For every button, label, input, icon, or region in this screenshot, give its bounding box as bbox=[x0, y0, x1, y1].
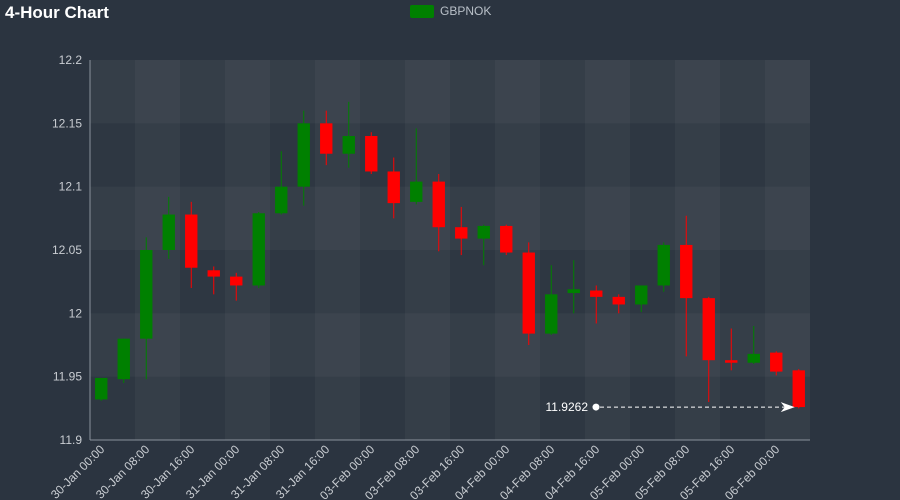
candle bbox=[252, 212, 265, 288]
y-tick-label: 12.15 bbox=[52, 116, 82, 130]
candle-body bbox=[230, 276, 243, 286]
candle-body bbox=[95, 377, 108, 400]
candle bbox=[117, 338, 130, 383]
candle-body bbox=[387, 171, 400, 204]
candle-body bbox=[365, 136, 378, 172]
legend[interactable]: GBPNOK bbox=[410, 4, 491, 18]
candle-body bbox=[297, 123, 310, 187]
last-value-label: 11.9262 bbox=[546, 400, 589, 414]
candle bbox=[657, 242, 670, 292]
candle bbox=[522, 242, 535, 345]
candle-body bbox=[522, 252, 535, 334]
candle bbox=[477, 224, 490, 266]
legend-swatch bbox=[410, 4, 434, 18]
candle-body bbox=[792, 370, 805, 408]
y-tick-label: 11.9 bbox=[60, 433, 83, 447]
x-band bbox=[405, 60, 450, 440]
candle-body bbox=[590, 290, 603, 297]
legend-label: GBPNOK bbox=[440, 4, 492, 18]
y-tick-label: 12 bbox=[69, 306, 83, 320]
axes bbox=[89, 60, 810, 441]
candle-body bbox=[657, 244, 670, 286]
candle-body bbox=[500, 225, 513, 253]
candle-body bbox=[185, 214, 198, 268]
candle bbox=[612, 294, 625, 314]
candle-body bbox=[635, 285, 648, 305]
candle bbox=[680, 215, 693, 357]
candle-body bbox=[725, 360, 738, 363]
candle bbox=[702, 296, 715, 402]
candle-body bbox=[140, 250, 153, 339]
last-value-marker: 11.9262 bbox=[546, 400, 795, 414]
candle bbox=[230, 272, 243, 301]
candles bbox=[95, 101, 805, 409]
last-value-dot bbox=[592, 403, 600, 411]
candle-body bbox=[275, 186, 288, 214]
candle-body bbox=[342, 136, 355, 154]
candle bbox=[500, 224, 513, 256]
candle-body bbox=[612, 296, 625, 305]
candle bbox=[207, 266, 220, 295]
candle bbox=[747, 326, 760, 364]
candle bbox=[365, 132, 378, 174]
candle-body bbox=[207, 270, 220, 277]
candle-body bbox=[320, 123, 333, 154]
candle-body bbox=[545, 294, 558, 334]
candle bbox=[455, 206, 468, 256]
candle bbox=[432, 174, 445, 252]
candle bbox=[320, 110, 333, 166]
candle-body bbox=[432, 181, 445, 228]
candle bbox=[545, 265, 558, 335]
plot-bands bbox=[90, 60, 810, 440]
candle-body bbox=[702, 298, 715, 361]
candle-body bbox=[162, 214, 175, 250]
candle bbox=[770, 351, 783, 376]
candle bbox=[792, 369, 805, 409]
candle-body bbox=[117, 338, 130, 380]
candle bbox=[275, 151, 288, 215]
candle bbox=[635, 285, 648, 313]
candle-body bbox=[252, 213, 265, 286]
y-tick-label: 12.1 bbox=[59, 180, 83, 194]
candle-body bbox=[455, 227, 468, 239]
x-band bbox=[315, 60, 360, 440]
y-tick-label: 11.95 bbox=[53, 370, 82, 384]
candle bbox=[140, 237, 153, 380]
candle bbox=[410, 128, 423, 205]
candle-body bbox=[770, 352, 783, 372]
y-tick-label: 12.2 bbox=[59, 53, 83, 67]
y-tick-label: 12.05 bbox=[52, 243, 82, 257]
candle bbox=[567, 260, 580, 314]
candle bbox=[725, 328, 738, 371]
candle bbox=[297, 110, 310, 206]
candle bbox=[342, 101, 355, 168]
candle-body bbox=[567, 289, 580, 294]
candle bbox=[387, 157, 400, 219]
candle bbox=[185, 201, 198, 288]
x-band bbox=[585, 60, 630, 440]
candle-body bbox=[747, 353, 760, 363]
candle-body bbox=[477, 225, 490, 239]
candle bbox=[95, 377, 108, 401]
y-axis-ticks: 11.9 11.95 12 12.05 12.1 12.15 12.2 bbox=[52, 53, 82, 447]
candle bbox=[590, 285, 603, 324]
candle-body bbox=[680, 244, 693, 299]
candle bbox=[162, 196, 175, 259]
chart-title: 4-Hour Chart bbox=[5, 3, 109, 22]
last-value-arrow bbox=[780, 402, 795, 413]
candle-body bbox=[410, 181, 423, 202]
